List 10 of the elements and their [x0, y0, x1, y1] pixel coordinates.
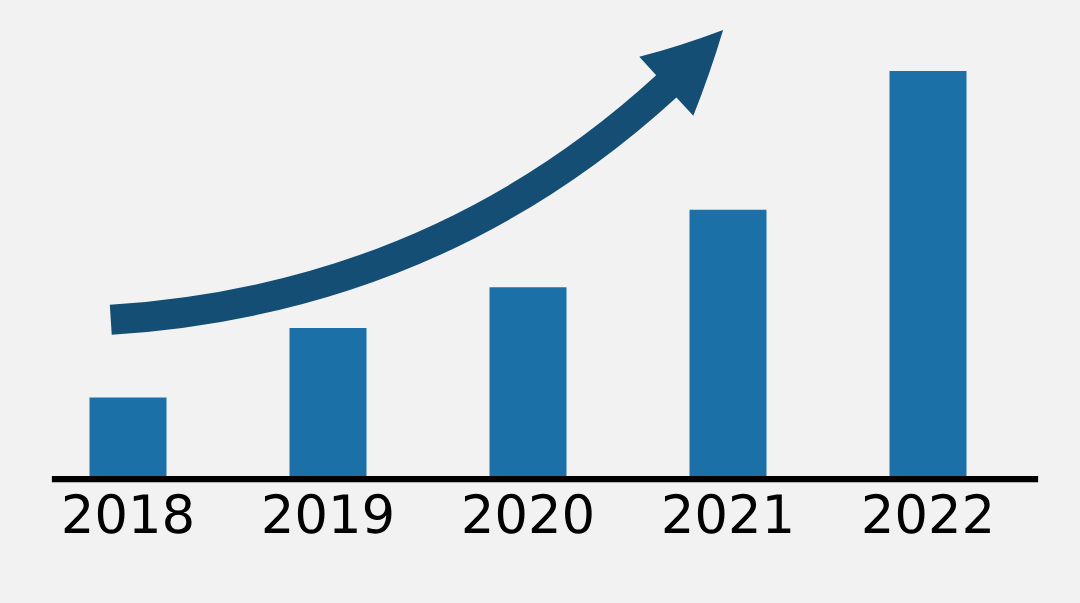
bar [889, 71, 967, 479]
bar [689, 209, 767, 479]
x-tick-label: 2022 [864, 493, 990, 534]
x-tick-label: 2020 [464, 493, 592, 534]
bar [289, 328, 367, 479]
x-tick-label: 2021 [664, 493, 791, 534]
x-tick-label: 2019 [264, 493, 392, 534]
bar [89, 397, 167, 479]
bar [489, 287, 567, 479]
x-tick-label: 2018 [64, 493, 192, 534]
